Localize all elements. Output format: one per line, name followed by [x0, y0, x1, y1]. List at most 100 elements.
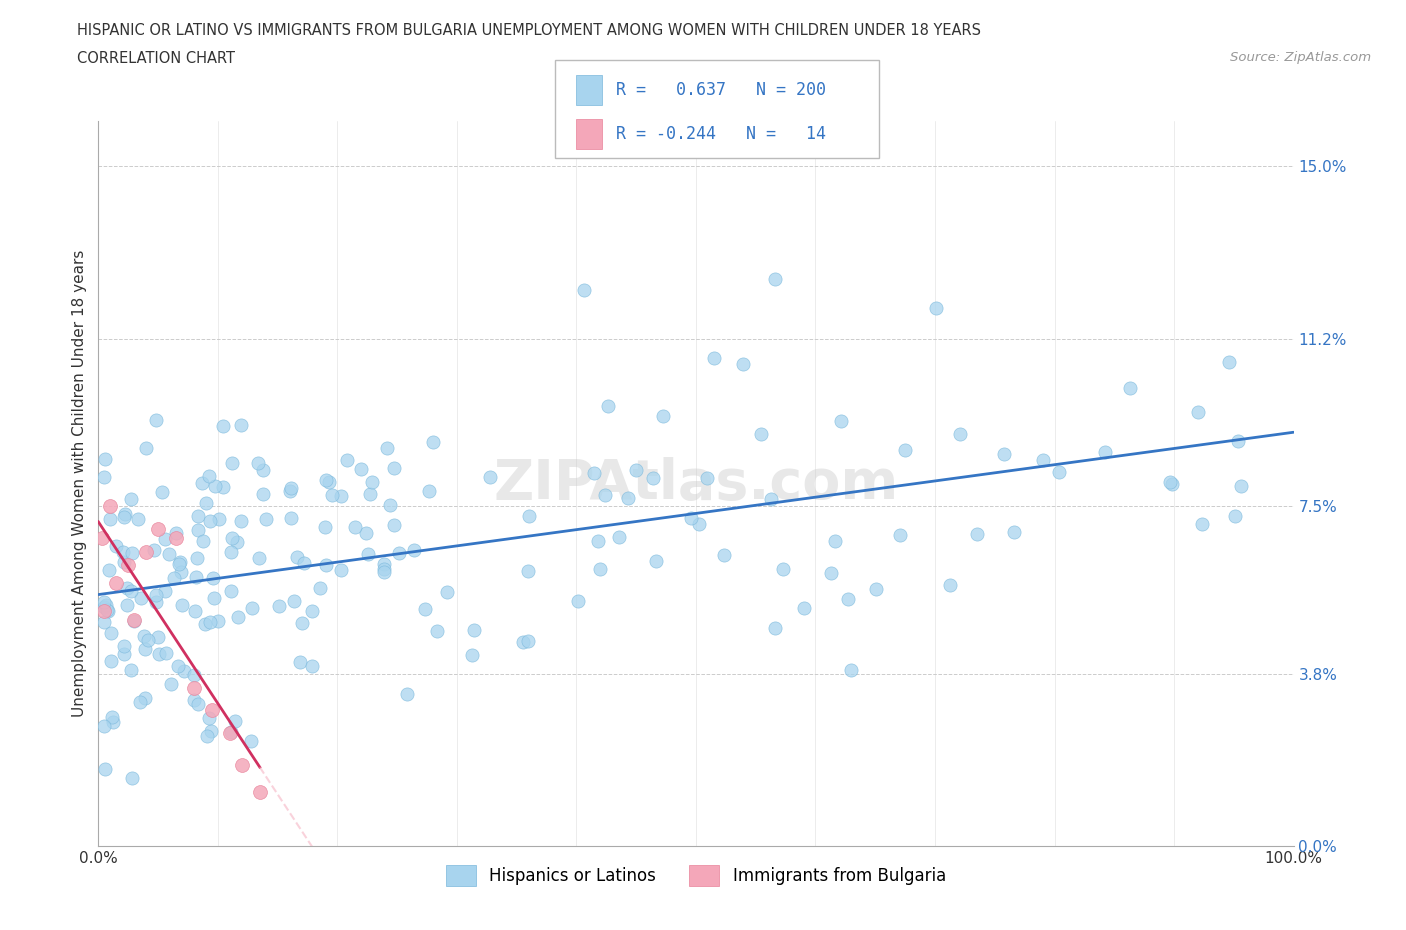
Point — [157, 547, 180, 562]
Point — [380, 498, 402, 512]
Point — [159, 676, 181, 691]
Point — [191, 475, 214, 490]
Point — [115, 580, 138, 595]
Point — [247, 456, 270, 471]
Point — [191, 534, 214, 549]
Point — [132, 629, 155, 644]
Point — [703, 351, 725, 365]
Point — [285, 550, 308, 565]
Point — [104, 538, 127, 553]
Point — [839, 662, 862, 677]
Point — [200, 724, 222, 738]
Point — [105, 576, 128, 591]
Point — [231, 757, 253, 772]
Point — [94, 451, 117, 466]
Point — [824, 534, 846, 549]
Point — [187, 508, 209, 523]
Point — [229, 513, 252, 528]
Point — [1032, 453, 1054, 468]
Point — [396, 686, 419, 701]
Point — [183, 604, 205, 618]
Point — [98, 498, 122, 513]
Point — [100, 654, 122, 669]
Point — [93, 718, 115, 733]
Point — [330, 563, 353, 578]
Point — [925, 300, 948, 315]
Point — [128, 695, 150, 710]
Point — [153, 583, 176, 598]
Point — [837, 591, 859, 606]
Point — [202, 570, 225, 585]
Point — [517, 633, 540, 648]
Point — [761, 492, 783, 507]
Point — [93, 762, 115, 777]
Point — [309, 580, 332, 595]
Point — [127, 512, 149, 526]
Point — [388, 546, 411, 561]
Point — [382, 518, 405, 533]
Point — [183, 668, 205, 683]
Point — [124, 612, 146, 627]
Point — [120, 491, 142, 506]
Point — [652, 408, 675, 423]
Point — [134, 642, 156, 657]
Point — [240, 601, 263, 616]
Point — [167, 556, 190, 571]
Point — [195, 729, 218, 744]
Point — [135, 440, 157, 455]
Point — [224, 713, 246, 728]
Point — [231, 418, 253, 432]
Point — [135, 544, 157, 559]
Point — [169, 555, 191, 570]
Point — [598, 398, 620, 413]
Point — [219, 545, 242, 560]
Point — [121, 771, 143, 786]
Text: R = -0.244   N =   14: R = -0.244 N = 14 — [616, 125, 825, 143]
Point — [321, 487, 343, 502]
Point — [122, 614, 145, 629]
Point — [166, 525, 188, 540]
Point — [195, 496, 218, 511]
Point — [318, 474, 340, 489]
Point — [377, 441, 399, 456]
Point — [97, 604, 120, 618]
Point — [166, 658, 188, 673]
Point — [681, 511, 703, 525]
Point — [143, 542, 166, 557]
Point — [198, 469, 221, 484]
Point — [373, 565, 395, 579]
Point — [616, 490, 638, 505]
Point — [889, 528, 911, 543]
Point — [1094, 445, 1116, 459]
Point — [512, 634, 534, 649]
Point — [1159, 475, 1181, 490]
Point — [121, 546, 143, 561]
Point — [939, 578, 962, 592]
Y-axis label: Unemployment Among Women with Children Under 18 years: Unemployment Among Women with Children U… — [72, 250, 87, 717]
Point — [155, 645, 177, 660]
Point — [120, 584, 142, 599]
Point — [114, 506, 136, 521]
Point — [111, 545, 134, 560]
Point — [1118, 381, 1140, 396]
Point — [96, 603, 118, 618]
Point — [1225, 509, 1247, 524]
Point — [117, 597, 139, 612]
Point — [478, 470, 501, 485]
Point — [292, 555, 315, 570]
Point — [93, 470, 115, 485]
Point — [198, 514, 221, 529]
Point — [93, 604, 115, 618]
Text: CORRELATION CHART: CORRELATION CHART — [77, 51, 235, 66]
Point — [98, 512, 121, 526]
Point — [194, 617, 217, 631]
Point — [1002, 525, 1025, 539]
Point — [101, 710, 124, 724]
Point — [249, 785, 271, 800]
Point — [1227, 433, 1250, 448]
Point — [315, 557, 337, 572]
Point — [93, 615, 115, 630]
Point — [226, 609, 249, 624]
Point — [350, 461, 373, 476]
Point — [112, 510, 135, 525]
